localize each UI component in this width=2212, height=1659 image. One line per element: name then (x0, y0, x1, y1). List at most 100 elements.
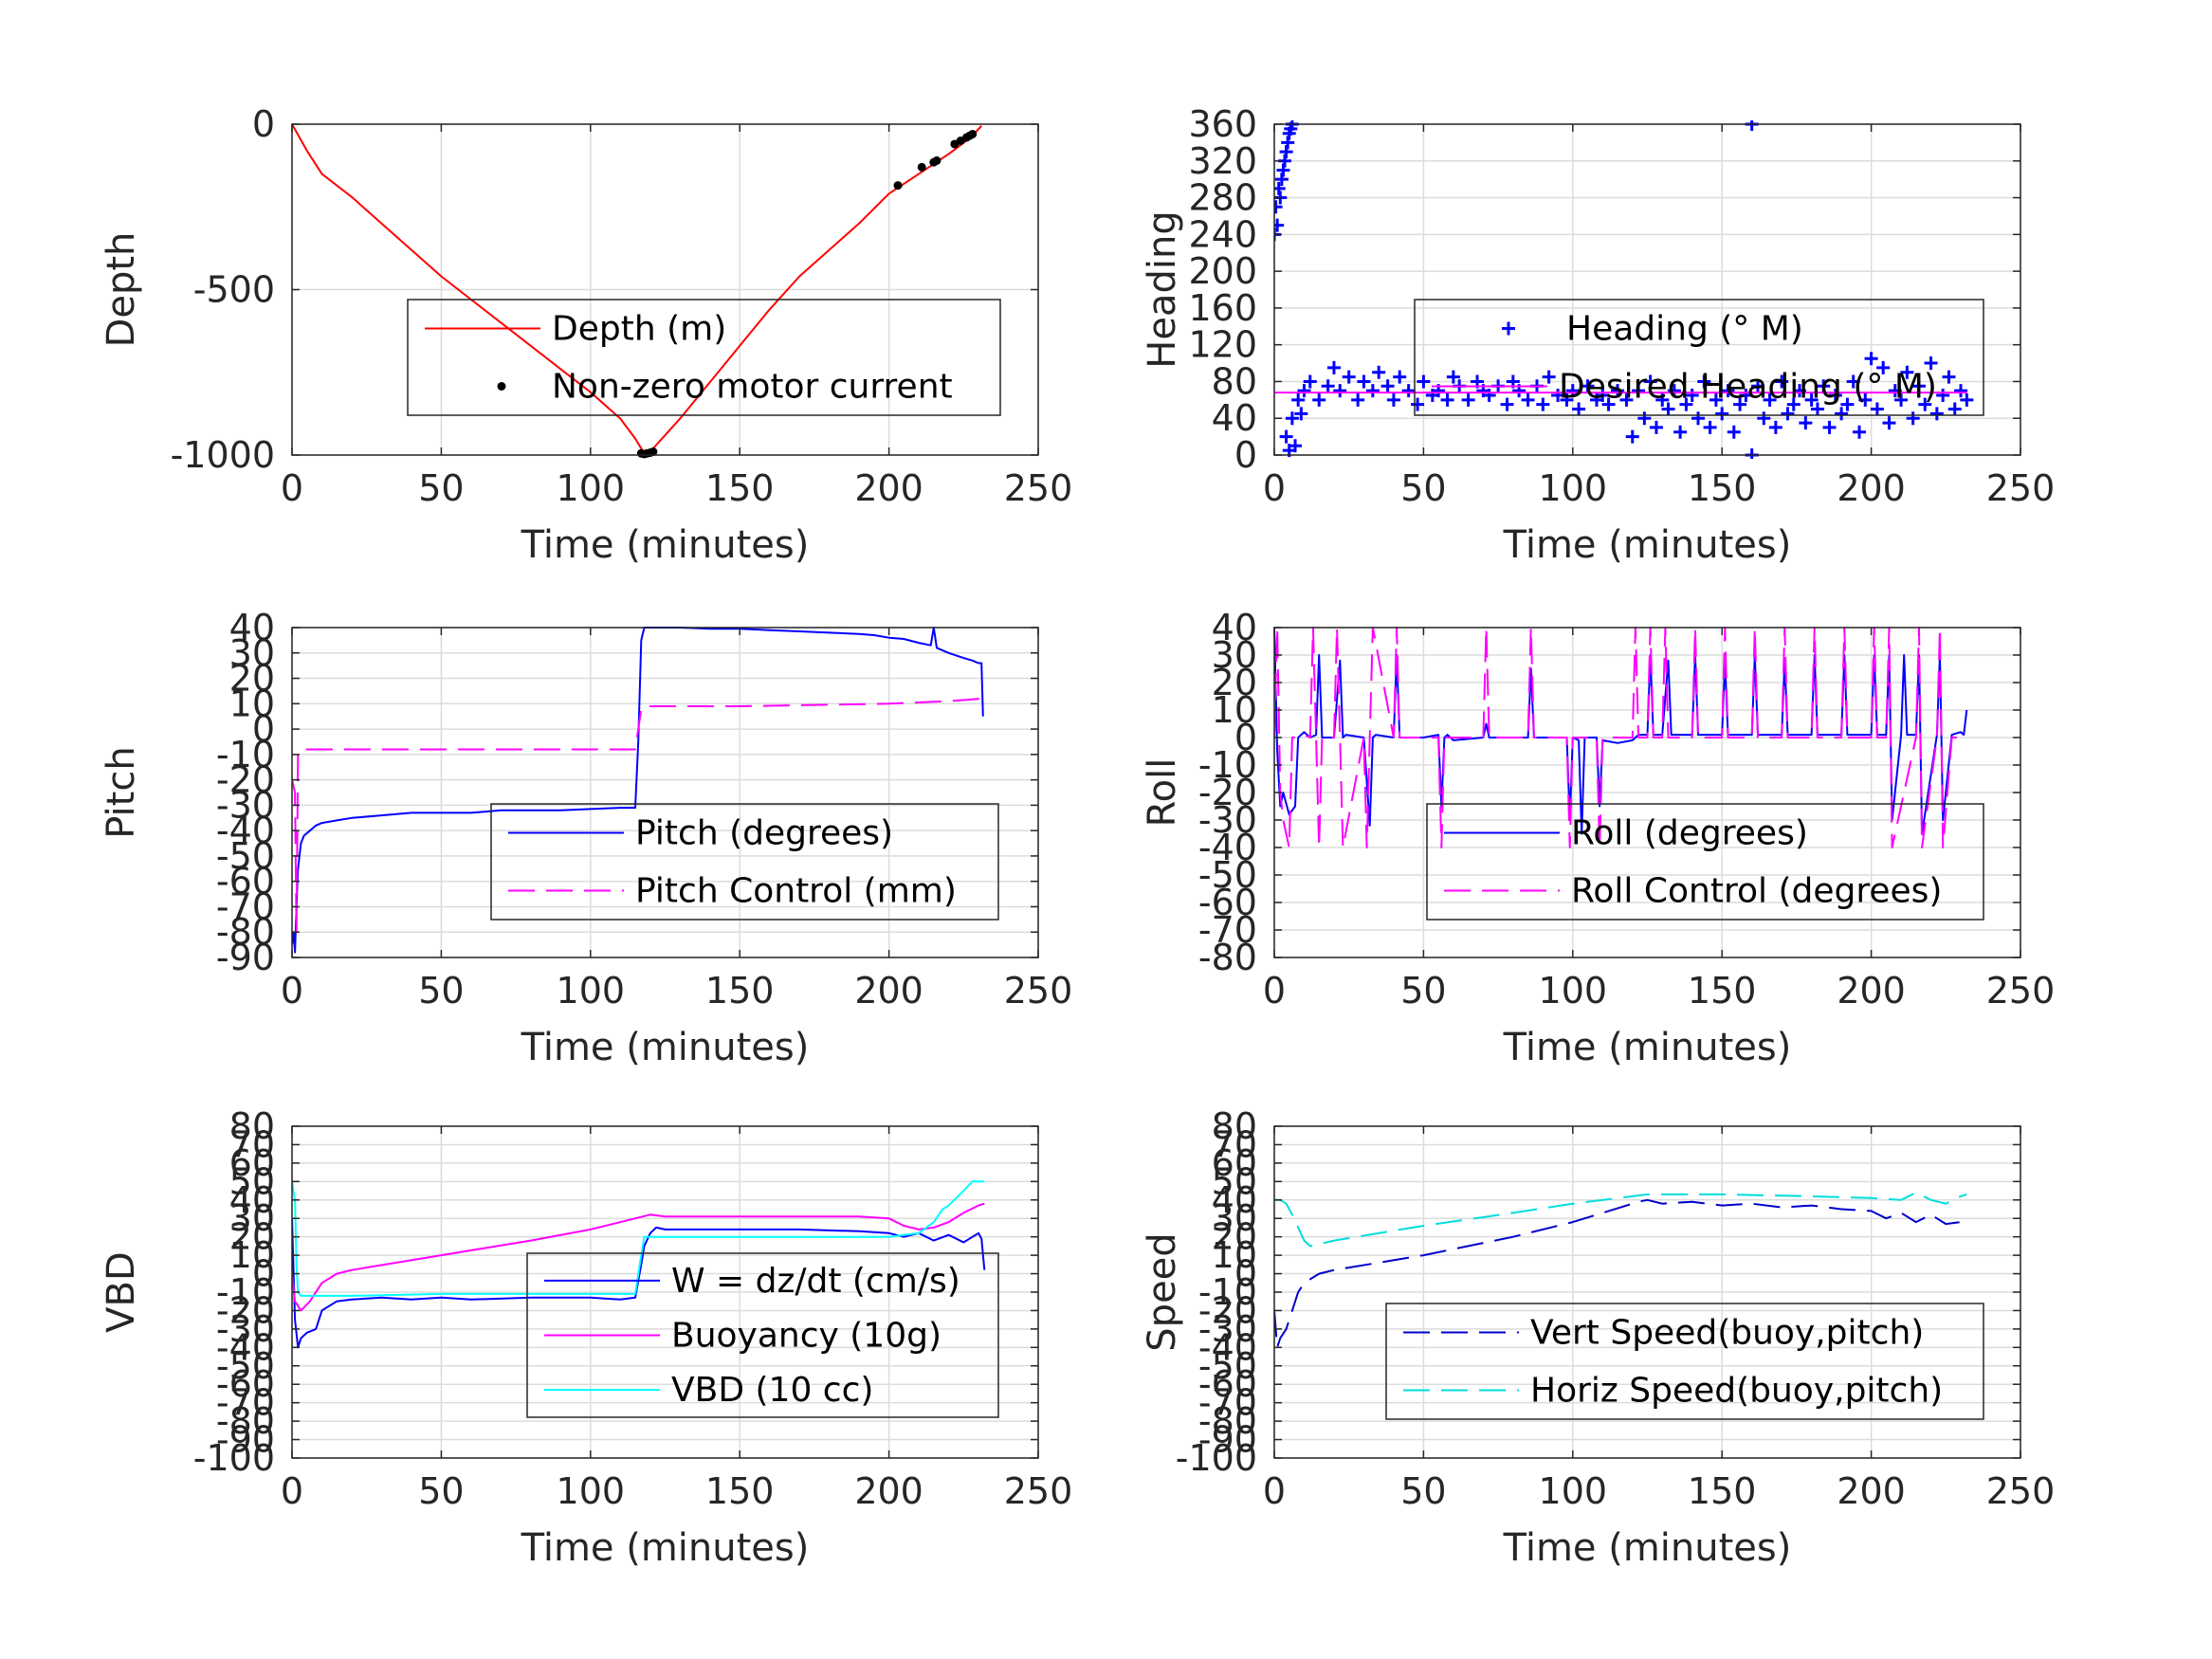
data-point (1500, 397, 1514, 411)
data-point (1289, 439, 1303, 453)
series-line-1 (292, 1202, 985, 1312)
data-point (1768, 420, 1782, 434)
x-tick-label: 0 (1263, 1470, 1286, 1512)
x-tick-label: 50 (418, 1470, 464, 1512)
x-tick-label: 250 (1004, 467, 1073, 509)
y-tick-label: -80 (1198, 937, 1257, 978)
data-point (1619, 392, 1634, 407)
data-point (1401, 384, 1416, 398)
axes-box (1273, 123, 2021, 456)
y-tick-label: 60 (229, 1142, 275, 1184)
x-tick-label: 100 (557, 1470, 626, 1512)
x-tick-label: 200 (1837, 1470, 1906, 1512)
data-point (1911, 379, 1926, 393)
x-tick-label: 50 (1400, 970, 1446, 1012)
data-point (968, 129, 978, 138)
data-point (1417, 374, 1431, 389)
data-point (1900, 365, 1914, 379)
y-axis-label: Roll (1141, 758, 1184, 828)
data-point (1822, 420, 1837, 434)
x-tick-label: 0 (281, 970, 303, 1012)
y-tick-label: -70 (216, 1382, 275, 1424)
data-point (1936, 388, 1950, 402)
data-point (917, 162, 926, 172)
data-point (1757, 411, 1771, 426)
data-point (1596, 388, 1610, 402)
data-point (1581, 379, 1595, 393)
data-point (1697, 374, 1711, 389)
y-axis-label: VBD (100, 1251, 143, 1333)
y-tick-label: -500 (193, 269, 275, 311)
data-point (1326, 360, 1341, 374)
legend-label: W = dz/dt (cm/s) (671, 1262, 960, 1301)
y-tick-label: -40 (216, 810, 275, 851)
data-point (1960, 392, 1974, 407)
y-tick-label: -20 (1198, 772, 1257, 813)
y-tick-label: 20 (1212, 662, 1257, 703)
x-tick-label: 150 (705, 970, 775, 1012)
y-tick-label: 0 (252, 708, 275, 750)
legend-swatch (1502, 321, 1515, 336)
x-axis-label: Time (minutes) (1503, 523, 1792, 567)
data-point (1333, 384, 1347, 398)
chart-panel-4: 0 50 100 150 200 25080706050403020100-10-20-3… (100, 1105, 1072, 1570)
data-point (1601, 397, 1616, 411)
data-point (1357, 374, 1371, 389)
x-tick-label: 100 (557, 467, 626, 509)
y-tick-label: 80 (229, 1105, 275, 1147)
data-point (893, 181, 903, 191)
y-tick-label: -90 (1198, 1419, 1257, 1461)
y-tick-label: 30 (1212, 1197, 1257, 1239)
data-point (932, 155, 941, 165)
data-point (1894, 392, 1909, 407)
x-tick-label: 200 (1837, 970, 1906, 1012)
y-tick-label: -80 (216, 911, 275, 953)
y-tick-label: -50 (1198, 1345, 1257, 1387)
data-point (1365, 384, 1380, 398)
data-point (1351, 392, 1365, 407)
x-tick-label: 150 (705, 1470, 775, 1512)
series-line-0 (292, 627, 984, 954)
x-tick-label: 100 (1539, 970, 1608, 1012)
chart-panel-0: 0 50 100 150 200 250 0 -500 -1000 Time (minutes) D… (100, 103, 1072, 567)
data-point (1393, 370, 1407, 384)
x-tick-label: 0 (1263, 467, 1286, 509)
data-point (1715, 407, 1729, 421)
x-axis-label: Time (minutes) (1503, 1526, 1792, 1570)
y-tick-label: -40 (216, 1326, 275, 1368)
data-point (1649, 420, 1663, 434)
data-point (1781, 407, 1795, 421)
data-point (1312, 392, 1326, 407)
legend-label: Heading (° M) (1566, 310, 1803, 349)
data-point (1888, 384, 1902, 398)
y-tick-label: -20 (216, 1289, 275, 1331)
y-tick-label: -100 (193, 1437, 275, 1479)
data-point (1804, 392, 1819, 407)
legend-box (1426, 803, 1984, 921)
x-tick-label: 250 (1986, 970, 2056, 1012)
data-point (1673, 425, 1688, 439)
x-tick-label: 200 (854, 1470, 923, 1512)
data-point (1667, 384, 1681, 398)
data-point (1786, 397, 1801, 411)
data-point (1810, 402, 1824, 416)
data-point (1274, 173, 1289, 187)
series-group (292, 1180, 986, 1349)
y-tick-label: -60 (216, 1363, 275, 1405)
legend-box (490, 803, 999, 921)
y-tick-label: -50 (216, 835, 275, 877)
x-axis-label: Time (minutes) (521, 1526, 810, 1570)
y-tick-label: 40 (1212, 397, 1257, 439)
y-tick-label: 40 (229, 1179, 275, 1221)
y-tick-label: 0 (252, 1253, 275, 1295)
data-point (1775, 374, 1789, 389)
data-point (1906, 411, 1920, 426)
y-tick-label: 40 (229, 607, 275, 648)
data-point (1372, 365, 1386, 379)
y-tick-label: 80 (1212, 360, 1257, 402)
y-tick-label: 70 (229, 1123, 275, 1165)
y-axis-label: Pitch (100, 746, 143, 838)
data-point (1954, 384, 1968, 398)
x-tick-label: 250 (1004, 970, 1073, 1012)
data-point (1446, 370, 1460, 384)
